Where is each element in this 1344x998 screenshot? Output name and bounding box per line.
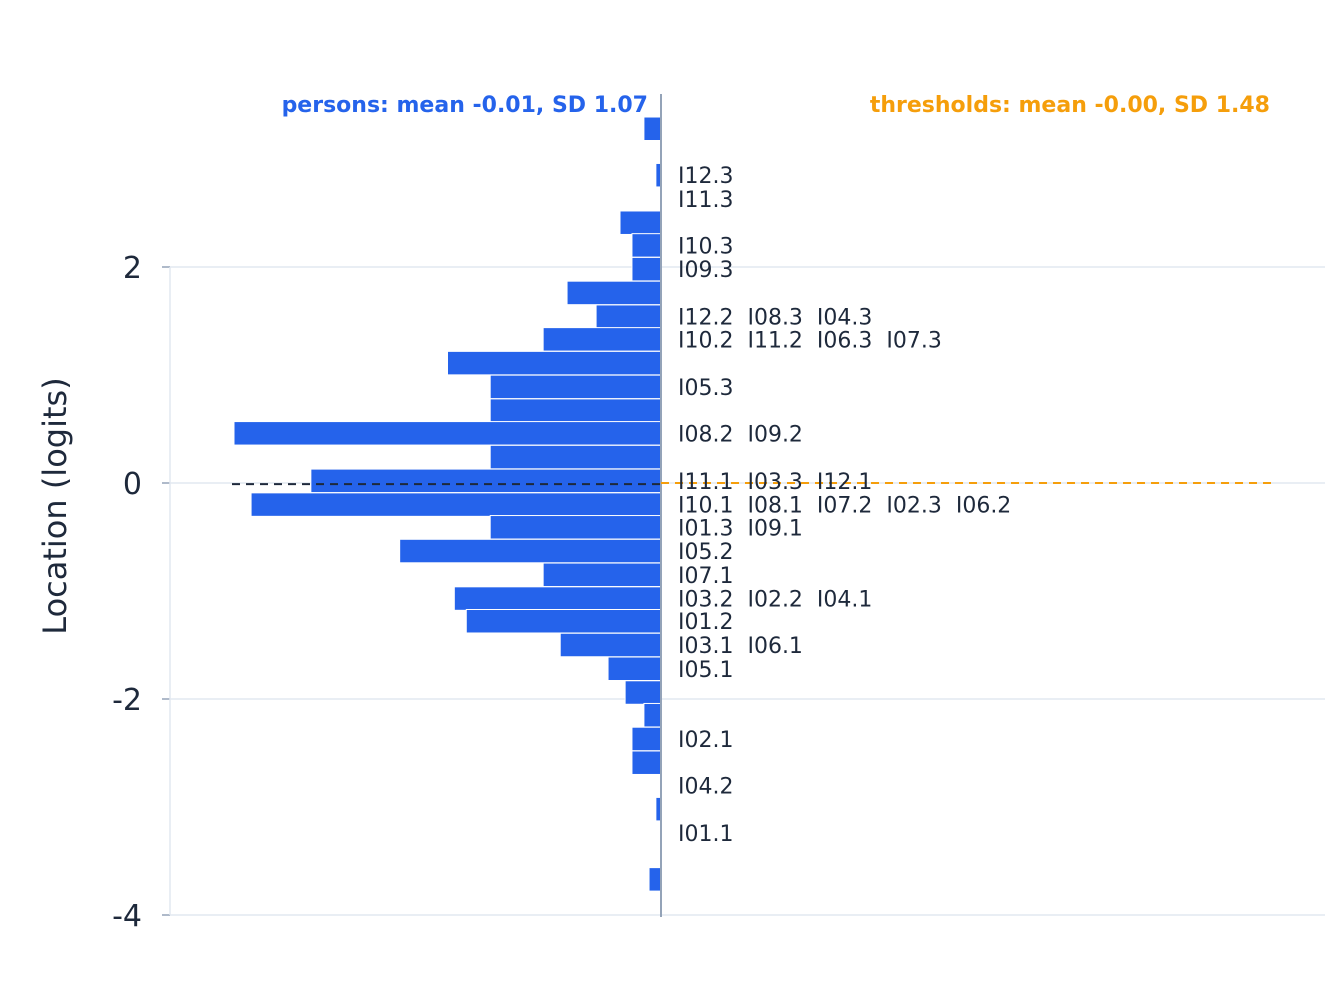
threshold-label: I11.3 xyxy=(678,188,733,213)
threshold-label: I03.2 I02.2 I04.1 xyxy=(678,588,872,613)
person-bar xyxy=(453,586,662,611)
threshold-label: I01.1 xyxy=(678,822,733,847)
person-bar xyxy=(631,750,662,775)
person-bar xyxy=(631,256,662,282)
persons-legend: persons: mean -0.01, SD 1.07 xyxy=(282,93,648,118)
person-bar xyxy=(250,492,662,517)
threshold-label: I10.1 I08.1 I07.2 I02.3 I06.2 xyxy=(678,494,1011,519)
threshold-label: I03.1 I06.1 xyxy=(678,634,803,659)
threshold-label: I10.2 I11.2 I06.3 I07.3 xyxy=(678,328,942,353)
person-bar xyxy=(631,233,662,258)
person-bar xyxy=(489,398,662,423)
person-bar xyxy=(559,632,662,658)
person-bar xyxy=(566,280,662,306)
person-bar xyxy=(233,421,662,446)
person-bar xyxy=(489,374,662,400)
mean-lines xyxy=(232,94,1272,917)
threshold-label: I10.3 xyxy=(678,234,733,259)
person-bar xyxy=(595,304,662,329)
y-tick-label: -2 xyxy=(112,683,142,718)
threshold-label: I11.1 I03.3 I12.1 xyxy=(678,470,872,495)
person-bar xyxy=(624,680,662,705)
y-axis-title: Location (logits) xyxy=(36,377,74,634)
person-bar xyxy=(465,609,662,634)
threshold-label: I05.2 xyxy=(678,540,733,565)
person-bar xyxy=(643,116,662,141)
person-histogram xyxy=(233,116,662,892)
y-tick-label: -4 xyxy=(112,899,142,934)
person-bar xyxy=(619,210,662,235)
threshold-label: I04.2 xyxy=(678,774,733,799)
threshold-label: I01.3 I09.1 xyxy=(678,516,803,541)
threshold-label: I05.3 xyxy=(678,376,733,401)
threshold-label: I09.3 xyxy=(678,258,733,283)
threshold-label: I12.2 I08.3 I04.3 xyxy=(678,306,872,331)
threshold-label: I07.1 xyxy=(678,564,733,589)
y-axis: 2 0 -2 -4 xyxy=(112,251,171,934)
person-bar xyxy=(648,867,662,892)
person-bar xyxy=(631,726,662,752)
threshold-label: I08.2 I09.2 xyxy=(678,422,803,447)
y-tick-label: 2 xyxy=(123,251,142,286)
person-bar xyxy=(607,656,662,681)
threshold-label: I05.1 xyxy=(678,658,733,683)
person-bar xyxy=(310,468,662,494)
person-bar xyxy=(399,538,662,564)
person-bar xyxy=(447,350,662,376)
threshold-label: I02.1 xyxy=(678,728,733,753)
thresholds-legend: thresholds: mean -0.00, SD 1.48 xyxy=(870,93,1270,118)
person-bar xyxy=(489,444,662,470)
threshold-label: I12.3 xyxy=(678,164,733,189)
person-bar xyxy=(542,562,662,588)
y-tick-label: 0 xyxy=(123,467,142,502)
person-bar xyxy=(489,515,662,540)
person-bar xyxy=(542,327,662,352)
person-bar xyxy=(643,702,662,728)
threshold-label: I01.2 xyxy=(678,610,733,635)
